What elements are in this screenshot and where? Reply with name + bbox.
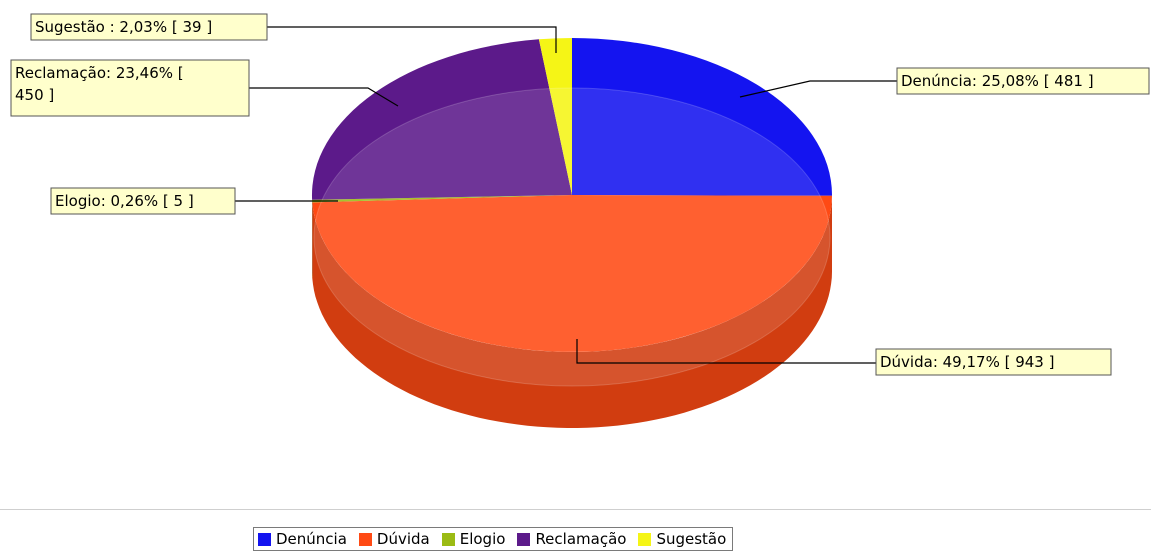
- pie-slice-d-vida: [312, 195, 832, 352]
- slice-label-sugest-o: Sugestão : 2,03% [ 39 ]: [35, 18, 212, 36]
- slice-label-elogio: Elogio: 0,26% [ 5 ]: [55, 192, 194, 210]
- legend-swatch-sugest-o: [638, 532, 652, 546]
- legend-label-den-ncia: Denúncia: [276, 530, 347, 548]
- legend-swatch-den-ncia: [258, 532, 271, 546]
- slice-label-den-ncia: Denúncia: 25,08% [ 481 ]: [901, 72, 1094, 90]
- pie-gloss: [313, 87, 831, 387]
- slice-label-d-vida: Dúvida: 49,17% [ 943 ]: [880, 353, 1054, 371]
- leader-line-reclama-o: [249, 87, 399, 107]
- legend-swatch-d-vida: [358, 532, 372, 546]
- legend-item-d-vida: Dúvida: [358, 530, 430, 548]
- legend-swatch-elogio: [441, 532, 455, 546]
- legend-label-d-vida: Dúvida: [376, 530, 430, 548]
- pie-slice-sugest-o: [538, 38, 572, 195]
- slice-label-box-d-vida: [875, 348, 1112, 376]
- slice-label-box-reclama-o: [10, 59, 250, 117]
- slice-label-box-sugest-o: [30, 13, 268, 41]
- slice-label-reclama-o: Reclamação: 23,46% [450 ]: [15, 64, 184, 104]
- chart-legend: Denúncia Dúvida Elogio Reclamação Sugestão: [253, 527, 734, 551]
- slice-label-box-elogio: [50, 187, 236, 215]
- leader-line-den-ncia: [739, 80, 897, 98]
- legend-item-reclama-o: Reclamação: [517, 530, 626, 548]
- pie-slice-elogio: [312, 195, 572, 203]
- pie-side-d-vida: [312, 195, 832, 428]
- legend-item-den-ncia: Denúncia: [258, 530, 347, 548]
- legend-item-elogio: Elogio: [441, 530, 506, 548]
- legend-divider: [0, 509, 1151, 510]
- leader-line-sugest-o: [267, 26, 557, 53]
- legend-item-sugest-o: Sugestão: [638, 530, 726, 548]
- pie-slice-den-ncia: [572, 38, 833, 196]
- legend-label-reclama-o: Reclamação: [535, 530, 627, 548]
- legend-label-elogio: Elogio: [459, 530, 506, 548]
- legend-swatch-reclama-o: [517, 532, 531, 546]
- slice-label-box-den-ncia: [896, 67, 1150, 95]
- pie-slice-reclama-o: [311, 39, 572, 200]
- leader-line-d-vida: [576, 339, 876, 364]
- legend-label-sugest-o: Sugestão: [656, 530, 727, 548]
